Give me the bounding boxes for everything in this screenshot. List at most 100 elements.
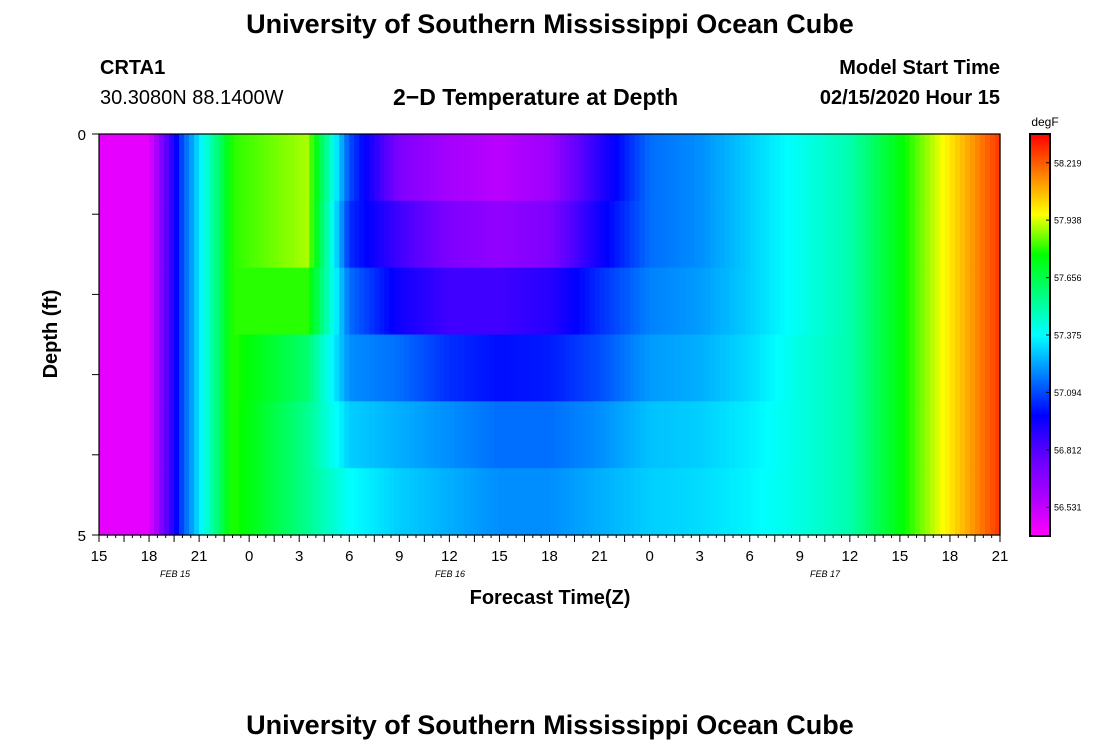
heatmap-cell xyxy=(994,134,1001,202)
heatmap-cell xyxy=(194,401,200,469)
heatmap-cell xyxy=(679,267,686,336)
heatmap-cell xyxy=(719,267,726,336)
heatmap-cell xyxy=(494,401,501,469)
heatmap-cell xyxy=(474,267,481,336)
heatmap-cell xyxy=(384,200,390,269)
heatmap-cell xyxy=(674,267,681,336)
y-tick-label: 0 xyxy=(78,127,86,144)
heatmap-cell xyxy=(934,401,941,469)
heatmap-cell xyxy=(959,267,966,336)
heatmap-cell xyxy=(599,134,606,202)
heatmap-cell xyxy=(939,334,946,402)
heatmap-cell xyxy=(874,200,881,269)
heatmap-cell xyxy=(289,334,295,402)
heatmap-cell xyxy=(604,401,611,469)
heatmap-cell xyxy=(309,401,315,469)
heatmap-cell xyxy=(299,267,305,336)
heatmap-cell xyxy=(199,468,205,536)
heatmap-cell xyxy=(104,468,110,536)
heatmap-cell xyxy=(719,401,726,469)
heatmap-cell xyxy=(249,334,255,402)
heatmap-cell xyxy=(899,334,906,402)
heatmap-cell xyxy=(844,468,851,536)
heatmap-cell xyxy=(884,267,891,336)
heatmap-cell xyxy=(689,468,696,536)
heatmap-cell xyxy=(379,468,385,536)
heatmap-cell xyxy=(954,401,961,469)
heatmap-cell xyxy=(804,401,811,469)
x-tick-label: 21 xyxy=(591,548,608,565)
heatmap-cell xyxy=(164,200,170,269)
heatmap-cell xyxy=(284,334,290,402)
heatmap-cell xyxy=(789,468,796,536)
heatmap-cell xyxy=(494,200,501,269)
heatmap-cell xyxy=(329,401,335,469)
heatmap-cell xyxy=(114,468,120,536)
heatmap-cell xyxy=(669,334,676,402)
heatmap-cell xyxy=(334,267,340,336)
heatmap-cell xyxy=(409,200,415,269)
heatmap-cell xyxy=(419,468,425,536)
heatmap-cell xyxy=(234,401,240,469)
heatmap-cell xyxy=(809,401,816,469)
heatmap-cell xyxy=(854,401,861,469)
heatmap-cell xyxy=(119,134,125,202)
heatmap-cell xyxy=(744,401,751,469)
heatmap-cell xyxy=(199,334,205,402)
heatmap-cell xyxy=(659,401,666,469)
heatmap-cell xyxy=(904,401,911,469)
heatmap-cell xyxy=(884,401,891,469)
heatmap-cell xyxy=(274,267,280,336)
heatmap-cell xyxy=(149,401,155,469)
heatmap-cell xyxy=(409,468,415,536)
heatmap-cell xyxy=(474,134,481,202)
heatmap-cell xyxy=(519,134,526,202)
heatmap-cell xyxy=(549,468,556,536)
heatmap-cell xyxy=(314,468,320,536)
x-tick-label: 18 xyxy=(541,548,558,565)
heatmap-cell xyxy=(929,468,936,536)
heatmap-cell xyxy=(149,334,155,402)
heatmap-cell xyxy=(724,134,731,202)
heatmap-cell xyxy=(209,134,215,202)
heatmap-cell xyxy=(139,267,145,336)
heatmap-cell xyxy=(964,468,971,536)
heatmap-cell xyxy=(539,267,546,336)
heatmap-cell xyxy=(374,134,380,202)
heatmap-cell xyxy=(114,334,120,402)
heatmap-cell xyxy=(429,134,435,202)
heatmap-cell xyxy=(159,267,165,336)
heatmap-cell xyxy=(749,267,756,336)
heatmap-cell xyxy=(619,200,626,269)
heatmap-cell xyxy=(119,334,125,402)
x-axis-label: Forecast Time(Z) xyxy=(470,587,631,609)
heatmap-cell xyxy=(889,468,896,536)
heatmap-cell xyxy=(634,401,641,469)
heatmap-cell xyxy=(619,334,626,402)
heatmap-cell xyxy=(989,334,996,402)
heatmap-cell xyxy=(549,200,556,269)
heatmap-cell xyxy=(289,468,295,536)
heatmap-cell xyxy=(494,134,501,202)
station-coordinates: 30.3080N 88.1400W xyxy=(100,87,284,109)
heatmap-cell xyxy=(144,401,150,469)
heatmap-cell xyxy=(329,267,335,336)
heatmap-cell xyxy=(679,134,686,202)
heatmap-cell xyxy=(489,200,496,269)
heatmap-cell xyxy=(534,468,541,536)
heatmap-cell xyxy=(329,468,335,536)
heatmap-cell xyxy=(149,468,155,536)
heatmap-cell xyxy=(554,334,561,402)
heatmap-cell xyxy=(739,401,746,469)
heatmap-cell xyxy=(129,468,135,536)
heatmap-cell xyxy=(884,334,891,402)
heatmap-cell xyxy=(134,401,140,469)
heatmap-cell xyxy=(529,267,536,336)
heatmap-cell xyxy=(664,134,671,202)
heatmap-cell xyxy=(264,468,270,536)
heatmap-cell xyxy=(354,334,360,402)
heatmap-cell xyxy=(349,468,355,536)
heatmap-cell xyxy=(824,200,831,269)
heatmap-cell xyxy=(599,401,606,469)
heatmap-cell xyxy=(574,468,581,536)
